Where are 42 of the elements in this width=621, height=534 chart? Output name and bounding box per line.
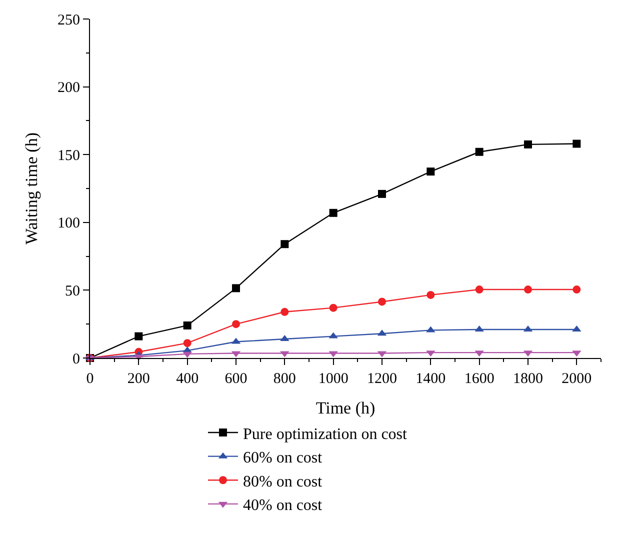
x-tick-label: 0 — [86, 371, 94, 387]
point — [378, 298, 386, 306]
point — [134, 332, 143, 340]
x-tick-label: 1800 — [513, 371, 543, 387]
x-tick-label: 800 — [273, 371, 296, 387]
point — [329, 304, 338, 312]
x-tick-label: 400 — [176, 371, 199, 387]
y-tick-label: 250 — [58, 12, 80, 28]
x-tick-label: 2000 — [562, 371, 592, 387]
legend-label: 60% on cost — [243, 450, 323, 467]
point — [475, 148, 484, 156]
y-tick-label: 200 — [58, 80, 80, 96]
point — [232, 284, 240, 292]
point — [572, 286, 581, 294]
point — [475, 286, 484, 294]
legend-label: 40% on cost — [243, 497, 323, 514]
point — [426, 290, 435, 299]
point — [183, 321, 192, 330]
point — [524, 140, 532, 148]
y-tick-label: 150 — [58, 148, 80, 164]
point — [232, 320, 240, 328]
point — [378, 190, 386, 198]
x-tick-label: 1600 — [464, 371, 494, 387]
x-tick-label: 600 — [224, 371, 248, 387]
y-tick-label: 0 — [72, 351, 80, 368]
x-tick-label: 1400 — [416, 371, 446, 387]
point — [572, 140, 581, 148]
point — [280, 240, 289, 248]
x-tick-label: 1000 — [318, 371, 348, 387]
legend-label: Pure optimization on cost — [243, 426, 408, 443]
x-axis-title: Time (h) — [316, 398, 376, 418]
point — [329, 208, 338, 217]
y-tick-label: 100 — [58, 216, 80, 232]
y-tick-label: 50 — [65, 283, 80, 300]
legend-label: 80% on cost — [243, 473, 323, 490]
x-tick-label: 1200 — [367, 371, 397, 387]
point — [280, 308, 289, 316]
y-axis-title: Waiting time (h) — [22, 132, 42, 244]
point — [426, 168, 435, 176]
point — [183, 339, 192, 348]
x-tick-label: 200 — [127, 371, 150, 387]
point — [524, 286, 532, 294]
